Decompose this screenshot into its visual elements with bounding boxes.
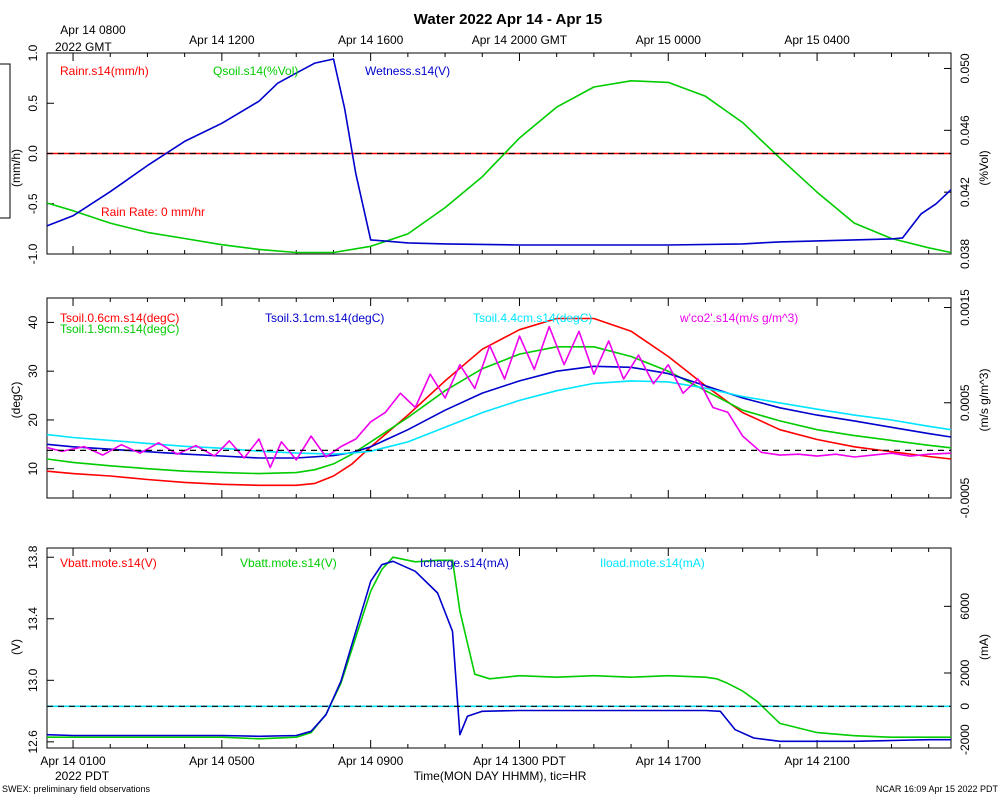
- y-tick-label-right: 0: [958, 703, 972, 710]
- panel-3-frame: [46, 547, 952, 749]
- y-tick-label-left: 12.6: [26, 730, 40, 754]
- y-tick-label-left: 30: [26, 364, 40, 378]
- y-tick-label-left: 10: [26, 462, 40, 476]
- series-tsoil-0-6cm-s14: [46, 317, 952, 487]
- top-axis-tick-label: Apr 14 0800: [60, 23, 126, 37]
- y-tick-label-left: 20: [26, 413, 40, 427]
- y-tick-label-right: 0.046: [958, 115, 972, 145]
- bottom-axis-year-label: 2022 PDT: [55, 769, 110, 783]
- y-tick-label-left: -0.5: [26, 193, 40, 214]
- top-axis-tick-label: Apr 15 0400: [784, 33, 850, 47]
- series-tsoil-4-4cm-s14: [46, 380, 952, 455]
- legend-entry: Tsoil.3.1cm.s14(degC): [265, 311, 384, 325]
- bottom-axis-tick-label: Apr 14 0100: [40, 754, 106, 768]
- legend-entry: Tsoil.0.6cm.s14(degC): [60, 311, 179, 325]
- y-axis-label-left: (mm/h): [9, 149, 23, 187]
- series-w-co2-s14: [46, 325, 952, 469]
- y-tick-label-left: 0.5: [26, 95, 40, 112]
- y-axis-label-left: (degC): [9, 382, 23, 419]
- y-tick-label-right: 0.038: [958, 239, 972, 269]
- top-axis-tick-label: Apr 15 0000: [636, 33, 702, 47]
- top-axis-tick-label: Apr 14 2000 GMT: [472, 33, 568, 47]
- bottom-axis-tick-label: Apr 14 0500: [189, 754, 255, 768]
- y-tick-label-right: 0.042: [958, 177, 972, 207]
- top-axis-tick-label: Apr 14 1200: [189, 33, 255, 47]
- y-tick-label-left: -1.0: [26, 243, 40, 264]
- y-axis-label-right: (%Vol): [977, 150, 991, 185]
- y-tick-label-right: 6000: [958, 593, 972, 620]
- legend-entry: Qsoil.s14(%Vol): [213, 64, 298, 78]
- series-qsoil-s14: [46, 80, 952, 254]
- y-axis-label-right: (m/s g/m^3): [977, 369, 991, 432]
- legend-entry: Vbatt.mote.s14(V): [60, 556, 157, 570]
- footer-right: NCAR 16:09 Apr 15 2022 PDT: [876, 784, 999, 794]
- legend-entry: Iload.mote.s14(mA): [600, 556, 705, 570]
- bottom-axis-title: Time(MON DAY HHMM), tic=HR: [414, 769, 587, 783]
- legend-entry: Tsoil.1.9cm.s14(degC): [60, 322, 179, 336]
- legend-entry: Tsoil.4.4cm.s14(degC): [473, 311, 592, 325]
- y-tick-label-left: 40: [26, 315, 40, 329]
- legend-entry: Rainr.s14(mm/h): [60, 64, 149, 78]
- y-tick-label-right: 0.0005: [958, 384, 972, 421]
- y-axis-label-left: (V): [9, 639, 23, 655]
- top-axis-year-label: 2022 GMT: [55, 40, 112, 54]
- y-tick-label-left: 13.8: [26, 545, 40, 569]
- y-axis-label-right: (mA): [977, 634, 991, 660]
- footer-left: SWEX: preliminary field observations: [2, 784, 151, 794]
- series-tsoil-1-9cm-s14: [46, 345, 952, 475]
- y-tick-label-right: -2000: [958, 724, 972, 755]
- chart-title: Water 2022 Apr 14 - Apr 15: [414, 11, 602, 28]
- rain-rate-annotation: Rain Rate: 0 mm/hr: [101, 205, 205, 219]
- top-axis-tick-label: Apr 14 1600: [338, 33, 404, 47]
- y-tick-label-right: -0.0005: [958, 477, 972, 518]
- y-tick-label-right: 0.050: [958, 53, 972, 83]
- series-wetness-s14: [46, 58, 952, 246]
- legend-entry: w'co2'.s14(m/s g/m^3): [679, 311, 798, 325]
- bottom-axis-tick-label: Apr 14 1700: [636, 754, 702, 768]
- y-tick-label-right: 0.0015: [958, 289, 972, 326]
- bottom-axis-tick-label: Apr 14 2100: [784, 754, 850, 768]
- series-tsoil-3-1cm-s14: [46, 365, 952, 459]
- y-tick-label-right: 2000: [958, 659, 972, 686]
- legend-entry: Vbatt.mote.s14(V): [240, 556, 337, 570]
- legend-entry: Icharge.s14(mA): [420, 556, 509, 570]
- legend-entry: Wetness.s14(V): [365, 64, 450, 78]
- y-tick-label-left: 1.0: [26, 44, 40, 61]
- y-tick-label-left: 0.0: [26, 145, 40, 162]
- bottom-axis-tick-label: Apr 14 0900: [338, 754, 404, 768]
- bottom-axis-tick-label: Apr 14 1300 PDT: [473, 754, 566, 768]
- series-icharge-s14: [46, 560, 951, 743]
- panel-2-frame: [46, 297, 952, 499]
- rain-legend-box: [0, 63, 11, 219]
- series-vbatt-mote-s14: [47, 556, 951, 740]
- y-tick-label-left: 13.4: [26, 607, 40, 631]
- y-tick-label-left: 13.0: [26, 668, 40, 692]
